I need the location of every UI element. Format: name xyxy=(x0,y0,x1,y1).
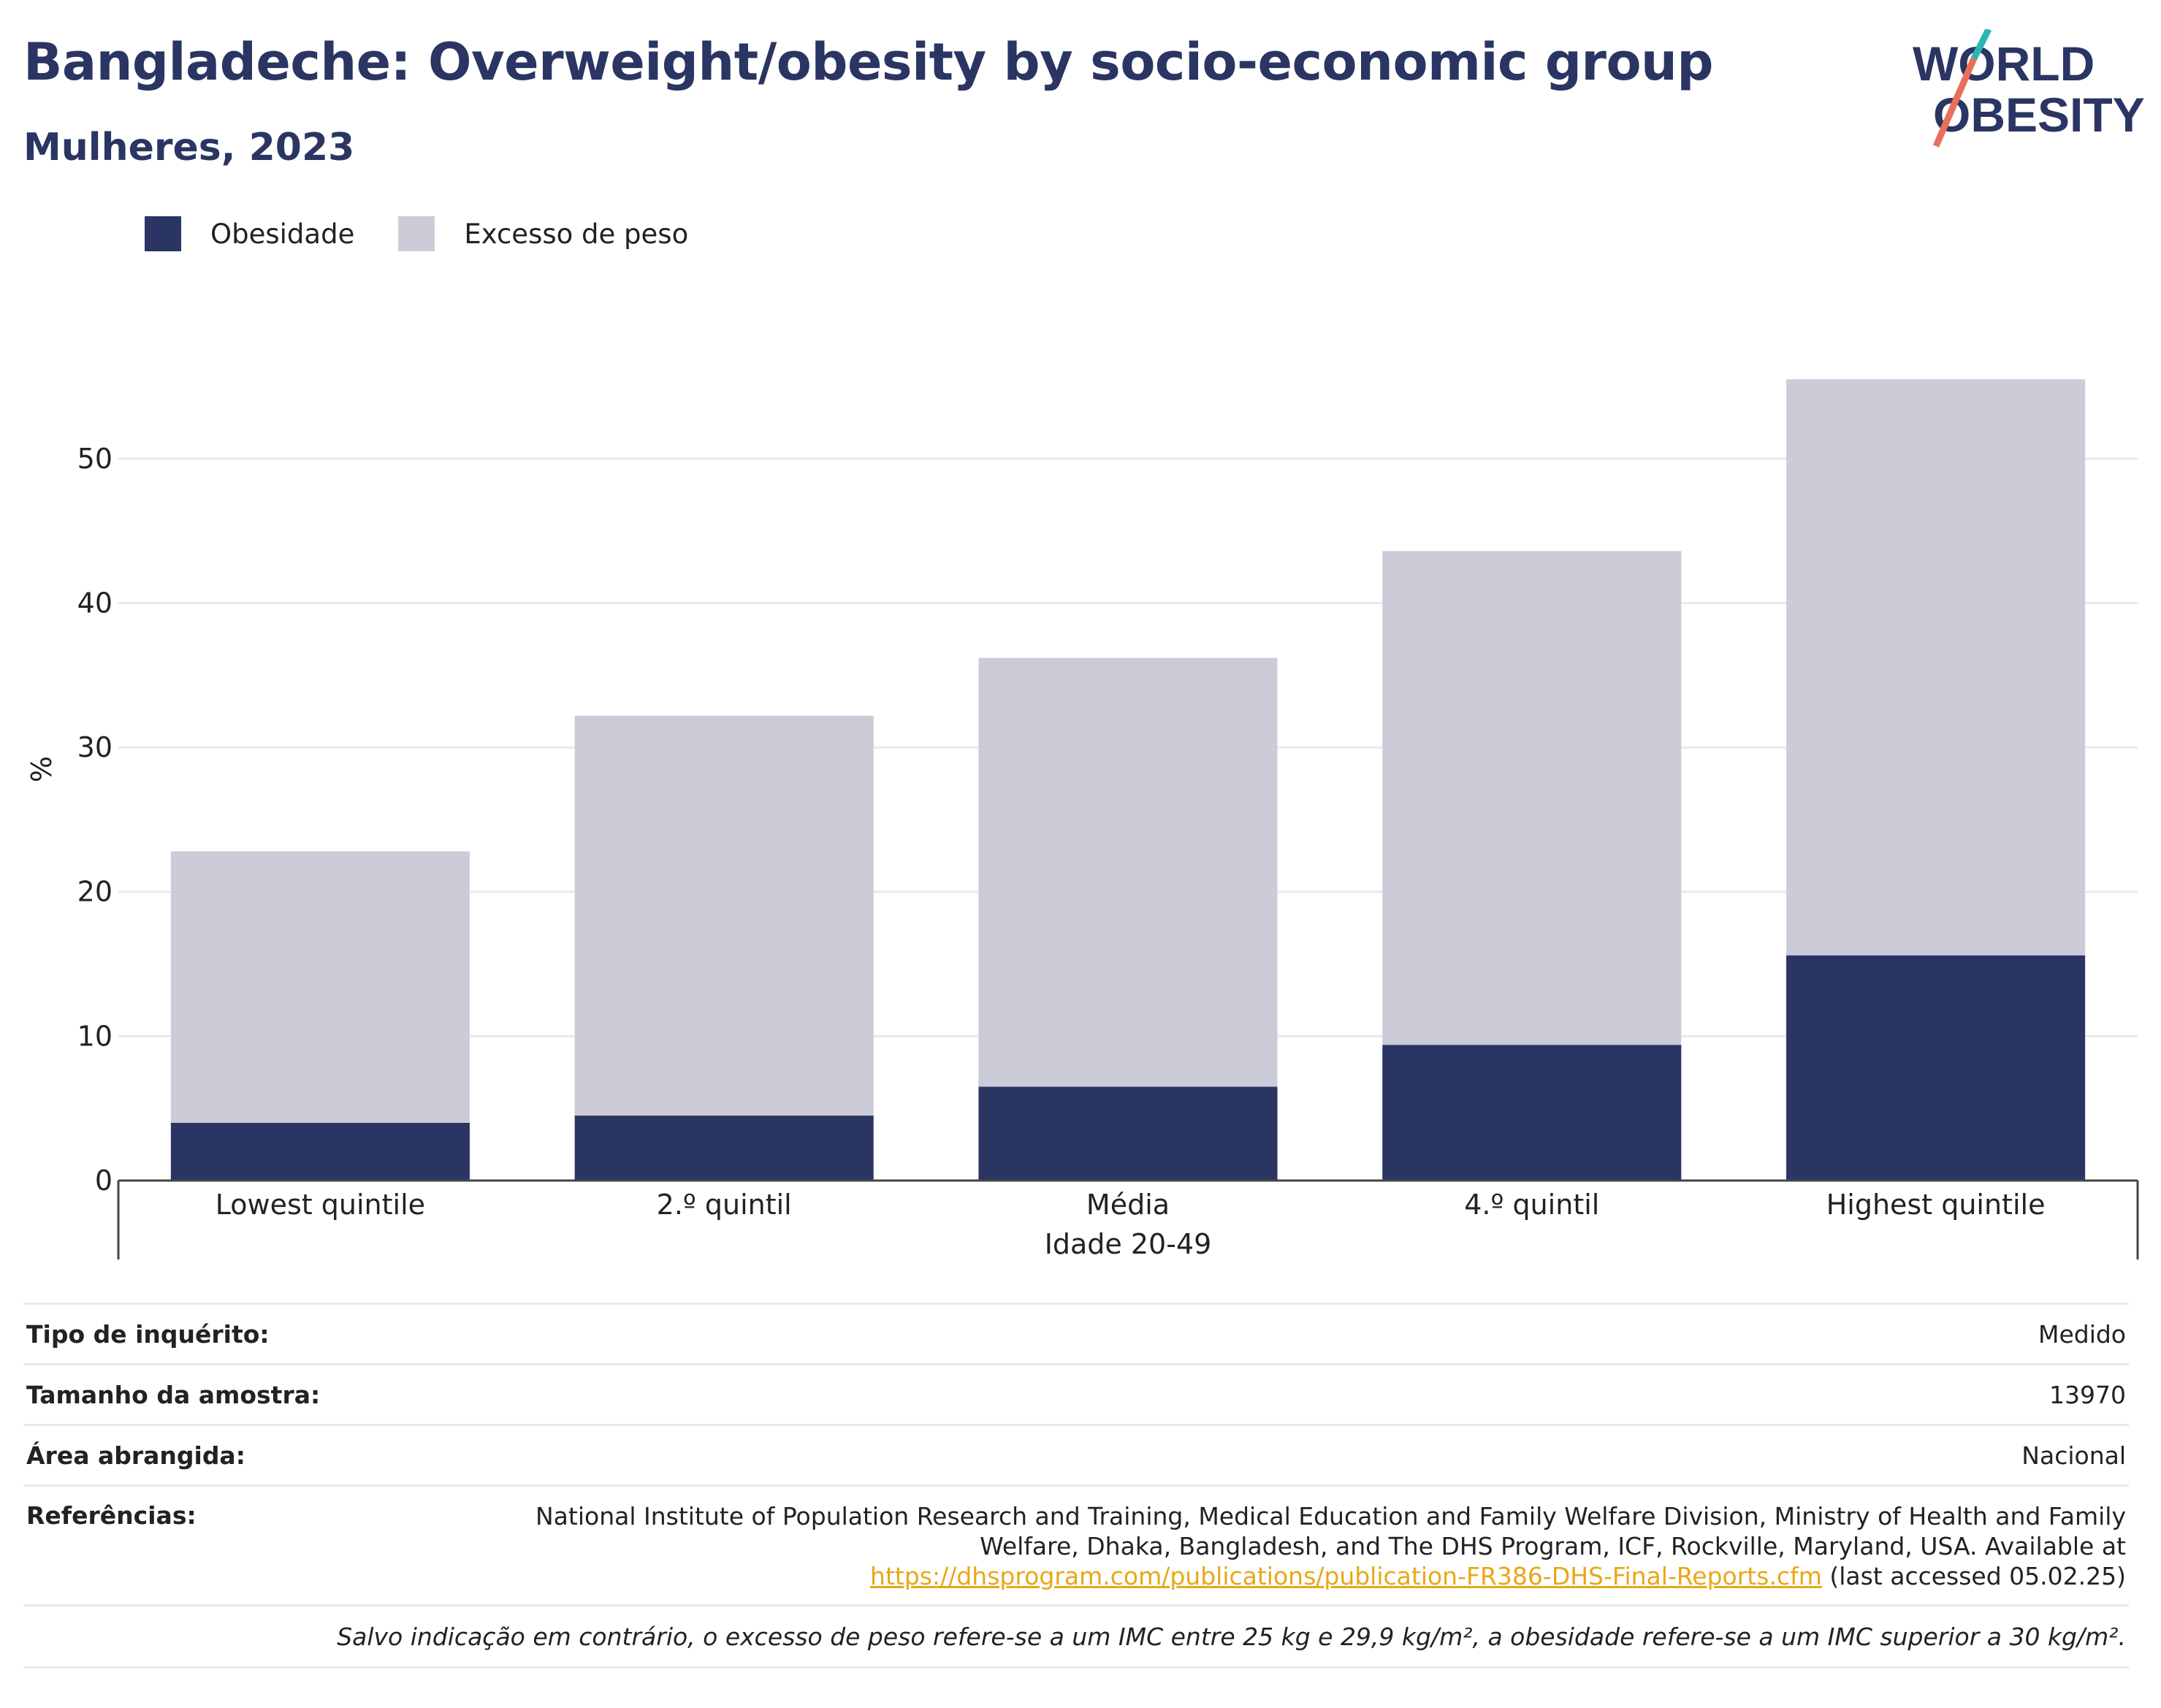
bar-chart: 0 10 20 30 40 50 Lowest quintile 2.º quintil Méd… xyxy=(26,379,2139,1260)
legend-label-obesity: Obesidade xyxy=(210,218,355,250)
info-row-sample-size: Tamanho da amostra: 13970 xyxy=(23,1363,2129,1424)
survey-type-value: Medido xyxy=(2038,1319,2126,1349)
bar-obesity-1 xyxy=(574,1116,874,1181)
x-axis-label: Idade 20-49 xyxy=(1045,1228,1212,1260)
area-value: Nacional xyxy=(2021,1441,2126,1470)
references-suffix: (last accessed 05.02.25) xyxy=(1821,1562,2126,1590)
logo-text-obesity: OBESITY xyxy=(1933,88,2145,142)
bar-obesity-3 xyxy=(1382,1045,1682,1181)
legend-label-overweight: Excesso de peso xyxy=(464,218,689,250)
x-tick-label-3: 4.º quintil xyxy=(1464,1189,1599,1221)
y-tick-label-50: 50 xyxy=(77,443,113,475)
references-link[interactable]: https://dhsprogram.com/publications/publ… xyxy=(870,1562,1822,1590)
y-axis-label: % xyxy=(26,756,58,782)
references-text: National Institute of Population Researc… xyxy=(536,1502,2126,1560)
bar-overweight-1 xyxy=(574,715,874,1116)
logo-text-world: WORLD xyxy=(1913,37,2095,91)
y-tick-label-20: 20 xyxy=(77,876,113,908)
footnote-row: Salvo indicação em contrário, o excesso … xyxy=(23,1604,2129,1669)
bar-overweight-3 xyxy=(1382,551,1682,1045)
bar-obesity-4 xyxy=(1786,955,2086,1181)
sample-size-value: 13970 xyxy=(2049,1380,2126,1409)
bar-overweight-0 xyxy=(170,851,470,1123)
logo-slash-red xyxy=(1932,57,1978,148)
page-subtitle: Mulheres, 2023 xyxy=(23,126,355,169)
bar-overweight-2 xyxy=(978,657,1278,1087)
bar-obesity-2 xyxy=(978,1086,1278,1181)
footnote-text: Salvo indicação em contrário, o excesso … xyxy=(337,1622,2126,1651)
page-title: Bangladeche: Overweight/obesity by socio… xyxy=(23,32,1714,92)
x-tick-label-1: 2.º quintil xyxy=(657,1189,792,1221)
world-obesity-logo: WORLD OBESITY xyxy=(1913,29,2145,148)
y-tick-label-0: 0 xyxy=(95,1164,113,1197)
references-value: National Institute of Population Researc… xyxy=(519,1501,2126,1591)
logo-slash-teal xyxy=(1970,29,1992,61)
y-tick-label-10: 10 xyxy=(77,1020,113,1052)
x-tick-label-2: Média xyxy=(1086,1189,1170,1221)
area-label: Área abrangida: xyxy=(26,1441,245,1470)
y-tick-label-40: 40 xyxy=(77,587,113,619)
x-tick-label-0: Lowest quintile xyxy=(216,1189,425,1221)
info-row-area: Área abrangida: Nacional xyxy=(23,1424,2129,1484)
info-table: Tipo de inquérito: Medido Tamanho da amo… xyxy=(23,1303,2129,1669)
legend-swatch-obesity xyxy=(145,216,181,251)
chart-legend: Obesidade Excesso de peso xyxy=(145,216,732,251)
x-tick-label-4: Highest quintile xyxy=(1826,1189,2046,1221)
bar-overweight-4 xyxy=(1786,379,2086,956)
info-row-references: Referências: National Institute of Popul… xyxy=(23,1484,2129,1604)
info-row-survey-type: Tipo de inquérito: Medido xyxy=(23,1303,2129,1363)
survey-type-label: Tipo de inquérito: xyxy=(26,1319,270,1349)
references-label: Referências: xyxy=(26,1501,197,1530)
legend-swatch-overweight xyxy=(398,216,435,251)
sample-size-label: Tamanho da amostra: xyxy=(26,1380,321,1409)
y-tick-label-30: 30 xyxy=(77,731,113,763)
bar-obesity-0 xyxy=(170,1122,470,1181)
